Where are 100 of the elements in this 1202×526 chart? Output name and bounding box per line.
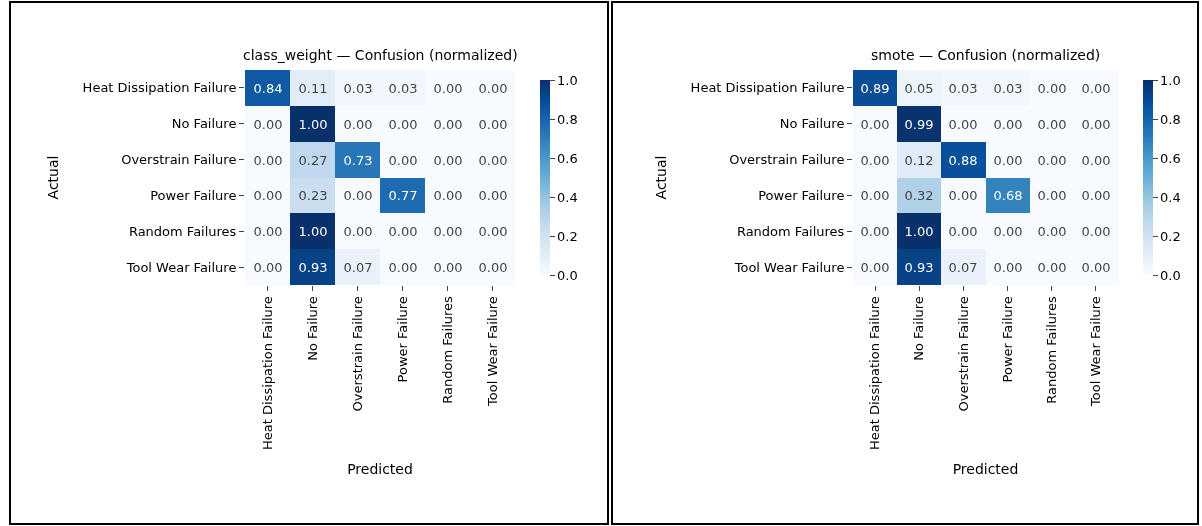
color-bar-label: 0.2 — [1160, 228, 1181, 244]
data-label: 0.00 — [388, 259, 418, 275]
y-tick-label: No Failure — [171, 116, 237, 132]
data-label: 0.00 — [253, 259, 283, 275]
data-label: 0.99 — [904, 116, 934, 132]
data-label: 0.93 — [904, 259, 934, 275]
y-tick-label: Overstrain Failure — [729, 152, 845, 168]
data-label: 0.00 — [1081, 187, 1111, 203]
data-label: 0.00 — [860, 223, 890, 239]
y-tick-label: Overstrain Failure — [121, 152, 237, 168]
color-bar-label: 0.2 — [557, 228, 578, 244]
data-label: 0.23 — [298, 187, 328, 203]
x-tick-label: No Failure — [304, 296, 320, 361]
data-label: 0.03 — [388, 80, 418, 96]
data-label: 0.77 — [388, 187, 418, 203]
x-tick-label: Tool Wear Failure — [484, 296, 500, 407]
x-tick-label: Power Failure — [394, 296, 410, 383]
data-label: 0.00 — [1037, 80, 1067, 96]
data-label: 0.27 — [298, 152, 328, 168]
y-tick-label: Heat Dissipation Failure — [82, 80, 237, 96]
data-label: 0.00 — [860, 116, 890, 132]
data-label: 0.03 — [343, 80, 373, 96]
x-tick-label: Random Failures — [1043, 295, 1059, 404]
data-label: 0.07 — [948, 259, 978, 275]
data-label: 0.00 — [253, 187, 283, 203]
color-bar-label: 0.4 — [1160, 189, 1181, 205]
data-label: 0.68 — [993, 187, 1023, 203]
x-axis-title: Predicted — [952, 461, 1019, 478]
data-label: 0.00 — [253, 116, 283, 132]
color-bar-label: 0.6 — [1160, 150, 1181, 166]
y-tick-label: Random Failures — [128, 223, 237, 239]
data-label: 0.00 — [433, 187, 463, 203]
data-label: 0.00 — [253, 152, 283, 168]
color-bar-label: 0.0 — [1160, 267, 1181, 283]
x-tick-label: Overstrain Failure — [955, 296, 971, 412]
data-label: 0.00 — [1081, 152, 1111, 168]
data-label: 0.00 — [860, 187, 890, 203]
data-label: 0.00 — [1037, 152, 1067, 168]
x-tick-label: Power Failure — [999, 296, 1015, 383]
data-label: 0.00 — [948, 116, 978, 132]
data-label: 0.00 — [860, 152, 890, 168]
x-axis-title: Predicted — [347, 461, 413, 478]
data-label: 0.00 — [1037, 259, 1067, 275]
data-label: 0.73 — [343, 152, 373, 168]
x-tick-label: Random Failures — [439, 295, 455, 404]
data-label: 0.00 — [478, 259, 508, 275]
y-axis-title: Actual — [653, 155, 670, 200]
chart-title: smote — Confusion (normalized) — [871, 47, 1101, 63]
data-label: 0.00 — [478, 80, 508, 96]
data-label: 0.00 — [860, 259, 890, 275]
data-label: 0.07 — [343, 259, 373, 275]
color-bar-label: 0.4 — [557, 189, 578, 205]
data-label: 0.00 — [433, 259, 463, 275]
data-label: 0.00 — [948, 187, 978, 203]
data-label: 0.32 — [904, 187, 934, 203]
data-label: 0.00 — [433, 152, 463, 168]
y-tick-label: Power Failure — [150, 187, 237, 203]
data-label: 0.00 — [993, 152, 1023, 168]
y-tick-label: No Failure — [779, 116, 845, 132]
data-label: 0.00 — [388, 116, 418, 132]
data-label: 0.00 — [343, 187, 373, 203]
y-tick-label: Tool Wear Failure — [125, 259, 237, 275]
data-label: 0.00 — [343, 223, 373, 239]
y-axis-title: Actual — [45, 155, 62, 200]
x-tick-label: Overstrain Failure — [349, 296, 365, 412]
data-label: 0.11 — [298, 80, 328, 96]
data-label: 0.84 — [253, 80, 283, 96]
data-label: 0.88 — [948, 152, 978, 168]
data-label: 0.00 — [388, 152, 418, 168]
data-label: 0.00 — [1081, 223, 1111, 239]
x-tick-label: No Failure — [911, 296, 927, 361]
data-label: 0.12 — [904, 152, 934, 168]
data-label: 0.00 — [993, 116, 1023, 132]
data-label: 0.03 — [948, 80, 978, 96]
data-label: 0.89 — [860, 80, 890, 96]
data-label: 0.00 — [993, 259, 1023, 275]
color-bar-label: 1.0 — [557, 72, 578, 88]
data-label: 0.00 — [1037, 223, 1067, 239]
data-label: 0.00 — [253, 223, 283, 239]
color-bar-label: 0.0 — [557, 267, 578, 283]
data-label: 0.00 — [1081, 80, 1111, 96]
x-tick-label: Tool Wear Failure — [1088, 296, 1104, 407]
y-tick-label: Tool Wear Failure — [733, 259, 845, 275]
color-bar-label: 0.8 — [557, 111, 578, 127]
color-bar-label: 1.0 — [1160, 72, 1181, 88]
data-label: 0.00 — [1037, 116, 1067, 132]
data-label: 0.05 — [904, 80, 934, 96]
data-label: 0.00 — [343, 116, 373, 132]
data-label: 0.00 — [948, 223, 978, 239]
data-label: 0.00 — [478, 152, 508, 168]
y-tick-label: Power Failure — [758, 187, 845, 203]
y-tick-label: Random Failures — [736, 223, 845, 239]
data-label: 0.00 — [478, 223, 508, 239]
color-bar-label: 0.8 — [1160, 111, 1181, 127]
chart-title: class_weight — Confusion (normalized) — [243, 47, 518, 63]
data-label: 0.00 — [433, 223, 463, 239]
data-label: 0.93 — [298, 259, 328, 275]
data-label: 0.00 — [478, 187, 508, 203]
color-bar-label: 0.6 — [557, 150, 578, 166]
data-label: 0.00 — [388, 223, 418, 239]
